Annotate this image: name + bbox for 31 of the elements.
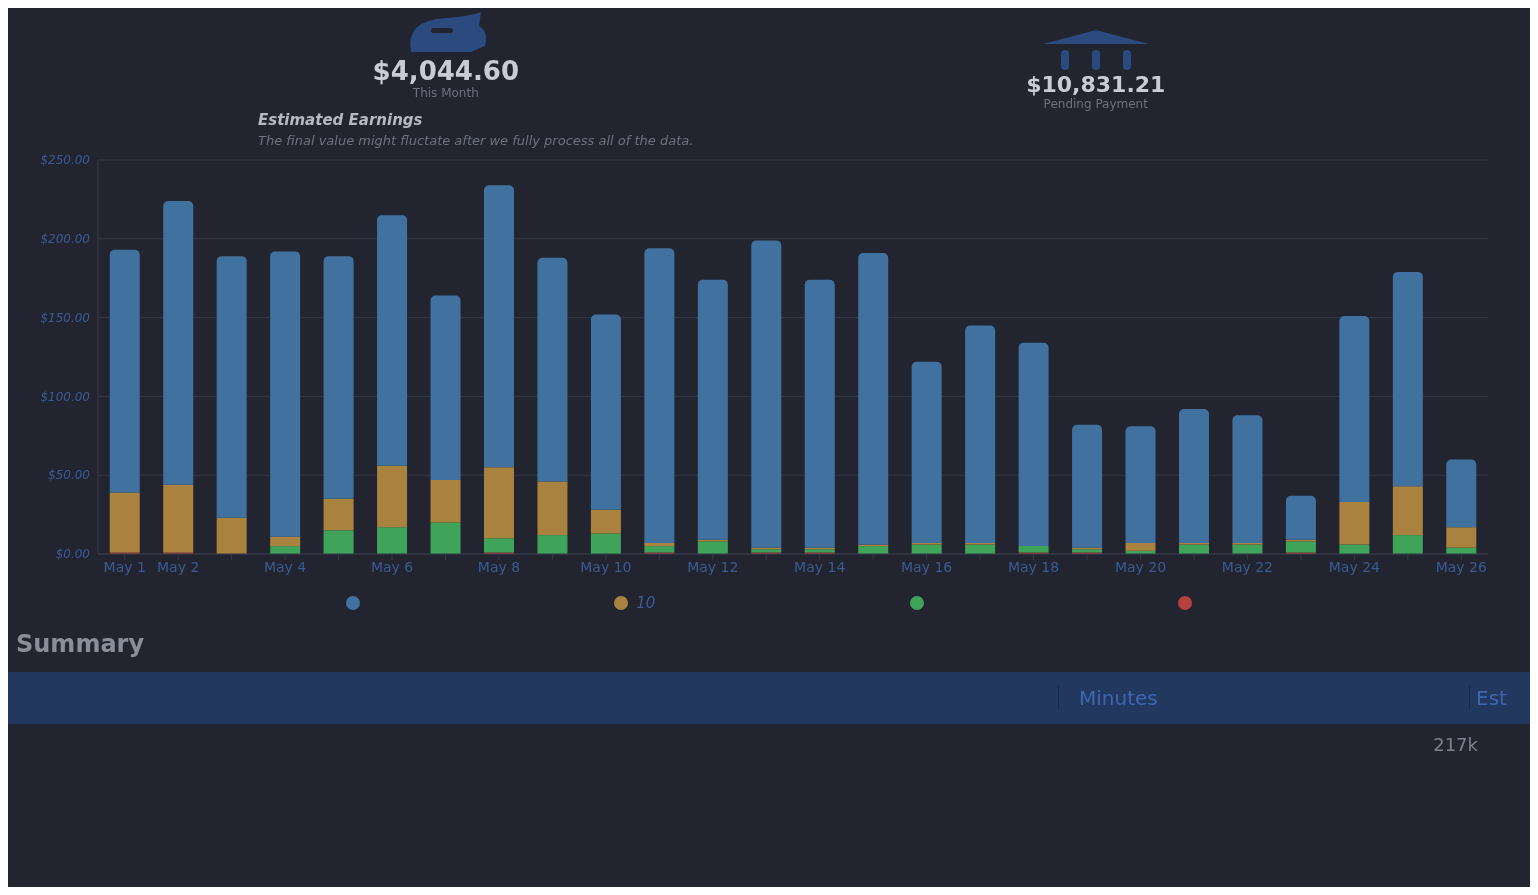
text: $4,044.60 <box>372 56 519 86</box>
x-tick-label: May 2 <box>157 558 200 575</box>
x-tick-label: May 16 <box>901 558 953 575</box>
y-tick-label: $50.00 <box>48 468 91 483</box>
text: 217k <box>1432 733 1478 755</box>
x-tick-label: May 24 <box>1328 558 1381 575</box>
text: $10,831.21 <box>1026 72 1166 97</box>
y-tick-label: $0.00 <box>55 547 91 562</box>
x-tick-label: May 6 <box>370 558 414 575</box>
y-tick-label: $250.00 <box>40 153 91 168</box>
x-tick-label: May 10 <box>580 558 632 575</box>
x-tick-label: May 1 <box>103 558 146 575</box>
chart-subtitle: The final value might fluctate after we fully process all of the data. <box>258 133 695 148</box>
text: Est <box>1469 686 1507 710</box>
x-tick-label: May 26 <box>1435 558 1487 575</box>
x-tick-label: May 8 <box>477 558 521 575</box>
y-tick-label: $100.00 <box>40 389 91 404</box>
text: Minutes <box>1058 686 1469 710</box>
text: This Month <box>412 86 479 100</box>
x-tick-label: May 18 <box>1007 558 1060 575</box>
x-tick-label: May 14 <box>794 558 846 575</box>
legend-label: 10 <box>636 594 656 612</box>
x-tick-label: May 20 <box>1114 558 1167 575</box>
y-tick-label: $200.00 <box>40 232 91 247</box>
y-tick-label: $150.00 <box>40 310 91 325</box>
x-tick-label: May 4 <box>263 558 307 575</box>
text: Pending Payment <box>1043 97 1148 111</box>
chart-title: Estimated Earnings <box>258 111 424 129</box>
x-tick-label: May 22 <box>1221 558 1274 575</box>
text: Summary <box>16 630 146 658</box>
x-tick-label: May 12 <box>687 558 739 575</box>
